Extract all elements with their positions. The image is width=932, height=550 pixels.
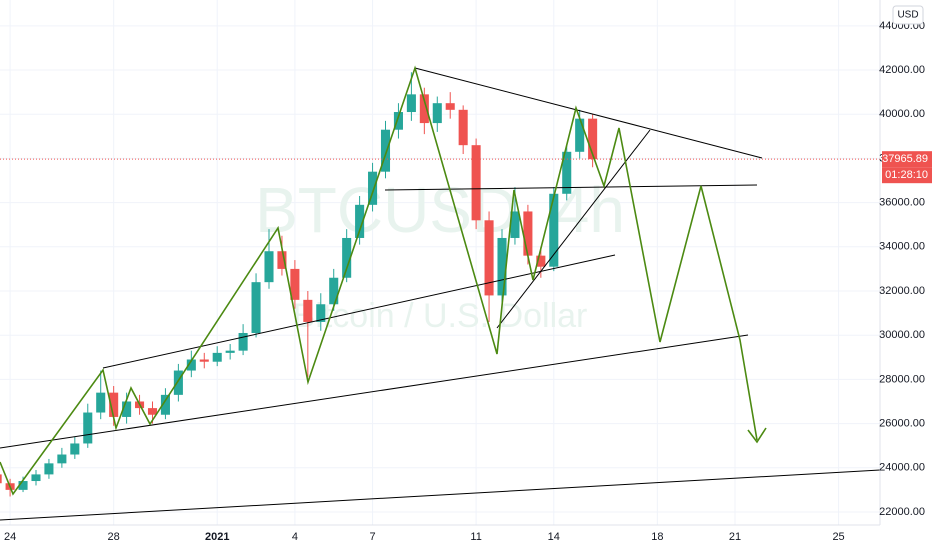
y-tick-label: 32000.00 xyxy=(879,285,925,297)
watermark-subtitle: Bitcoin / U.S. Dollar xyxy=(293,297,588,335)
y-tick-label: 36000.00 xyxy=(879,197,925,209)
candle-body xyxy=(199,359,209,362)
x-tick-label: 18 xyxy=(651,531,663,543)
x-tick-label: 25 xyxy=(832,531,844,543)
candle-body xyxy=(432,103,442,124)
candle-body xyxy=(147,408,158,415)
candle-body xyxy=(109,392,119,417)
candle-body xyxy=(70,443,80,455)
candle-body xyxy=(264,251,274,283)
y-tick-label: 28000.00 xyxy=(879,373,925,385)
candle-body xyxy=(238,332,248,351)
candle-body xyxy=(393,112,403,130)
candle-body xyxy=(31,474,41,482)
candle-body xyxy=(368,171,378,205)
trend-line xyxy=(414,67,763,159)
x-tick-label: 24 xyxy=(4,531,16,543)
projection-arrow xyxy=(747,427,767,444)
last-price-label: 37965.89 xyxy=(882,153,928,165)
x-tick-label: 2021 xyxy=(205,531,229,543)
y-tick-label: 30000.00 xyxy=(879,329,925,341)
candle-body xyxy=(406,94,416,113)
x-tick-label: 11 xyxy=(470,531,481,543)
x-tick-label: 28 xyxy=(108,531,120,543)
trend-line xyxy=(496,129,651,329)
candle-body xyxy=(575,118,585,152)
candle-body xyxy=(225,350,235,353)
projection-path xyxy=(0,65,758,496)
candle-body xyxy=(510,211,520,238)
candle-body xyxy=(18,481,28,490)
candle-body xyxy=(44,463,54,475)
y-tick-label: 26000.00 xyxy=(879,417,925,429)
candle-body xyxy=(0,474,2,484)
candle-body xyxy=(484,220,494,296)
candle-body xyxy=(316,304,326,322)
x-tick-label: 4 xyxy=(292,531,298,543)
y-tick-label: 22000.00 xyxy=(879,506,925,518)
candle-body xyxy=(57,454,67,464)
candle-body xyxy=(445,103,455,110)
candle-body xyxy=(588,118,598,160)
y-tick-label: 24000.00 xyxy=(879,462,925,474)
y-tick-label: 34000.00 xyxy=(879,241,925,253)
trend-line xyxy=(0,334,749,449)
candle-body xyxy=(186,359,196,371)
candle-body xyxy=(419,94,429,124)
candle-body xyxy=(562,151,572,194)
countdown-label: 01:28:10 xyxy=(885,169,928,181)
candle-body xyxy=(290,268,300,300)
candle-body xyxy=(303,299,313,322)
candle-body xyxy=(83,412,93,444)
candle-body xyxy=(523,211,533,256)
trend-line xyxy=(102,254,616,369)
y-tick-label: 40000.00 xyxy=(879,108,925,120)
candle-body xyxy=(355,204,365,238)
drawings xyxy=(0,65,881,521)
candle-body xyxy=(160,394,170,415)
x-tick-label: 14 xyxy=(548,531,560,543)
candle-body xyxy=(380,129,391,172)
candle-body xyxy=(96,392,106,413)
candle-body xyxy=(549,193,559,267)
candle-body xyxy=(329,277,339,305)
countdown-box xyxy=(882,167,932,184)
candle-body xyxy=(458,109,468,146)
currency-box[interactable] xyxy=(892,5,924,25)
x-tick-label: 7 xyxy=(369,531,375,543)
candle-body xyxy=(122,401,132,417)
y-tick-label: 42000.00 xyxy=(879,64,925,76)
x-tick-label: 21 xyxy=(729,531,741,543)
currency-label[interactable]: USD xyxy=(897,10,918,21)
trend-line xyxy=(384,184,758,191)
candle-body xyxy=(173,370,183,395)
candle-body xyxy=(277,251,287,269)
trend-line xyxy=(0,469,881,521)
candle-body xyxy=(497,237,507,296)
candle-body xyxy=(471,145,481,221)
candle-body xyxy=(342,237,352,278)
candle-body xyxy=(251,282,261,333)
candle-body xyxy=(212,352,222,362)
candle-body xyxy=(536,255,546,267)
last-price-box xyxy=(882,151,932,168)
